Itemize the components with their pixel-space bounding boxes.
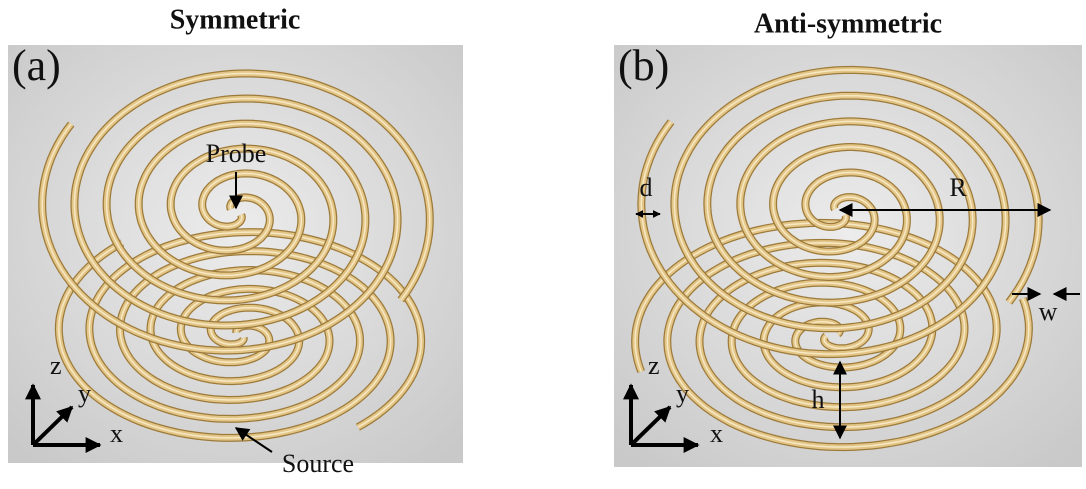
- axis-y: y: [78, 379, 91, 408]
- figure: Symmetric Anti-symmetric (a) (b) Probe S…: [0, 0, 1086, 489]
- dimension-h: h: [812, 385, 825, 414]
- panel-label: (a): [12, 41, 61, 90]
- axis-z: z: [648, 351, 660, 380]
- panel-label: (b): [618, 41, 669, 90]
- source-label: Source: [282, 449, 354, 478]
- axis-x: x: [710, 419, 723, 448]
- dimension-r: R: [949, 173, 967, 202]
- axis-y: y: [676, 379, 689, 408]
- panel-title: Symmetric: [170, 4, 301, 35]
- axis-z: z: [50, 351, 62, 380]
- panel-title: Anti-symmetric: [754, 8, 942, 39]
- axis-x: x: [110, 419, 123, 448]
- dimension-d: d: [640, 173, 653, 202]
- probe-label: Probe: [206, 139, 267, 168]
- dimension-w: w: [1039, 297, 1058, 326]
